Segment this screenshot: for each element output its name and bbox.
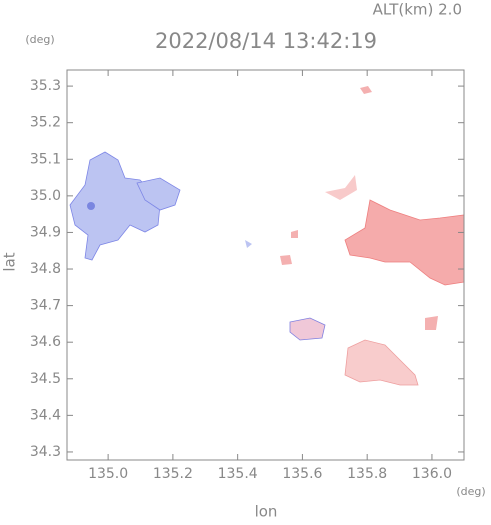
y-tick-label: 35.3 [30,78,61,94]
y-tick-label: 34.6 [30,334,61,350]
x-unit: (deg) [456,485,485,498]
x-tick-label: 135.6 [282,466,322,482]
echo-areas [69,86,465,386]
chart-title: 2022/08/14 13:42:19 [155,29,377,53]
blue-echo [136,177,181,211]
blue-echo [245,240,252,248]
red-echo [291,230,298,238]
x-tick-label: 135.0 [88,466,128,482]
y-tick-label: 35.2 [30,115,61,131]
x-tick-label: 135.8 [347,466,387,482]
x-tick-label: 136.0 [412,466,452,482]
y-axis-label: lat [1,252,19,271]
blue-echo [69,151,161,261]
red-echo [325,175,357,200]
x-axis-label: lon [255,503,278,521]
y-tick-label: 35.1 [30,151,61,167]
y-tick-label: 34.4 [30,407,61,423]
red-echo [360,86,372,94]
x-tick-label: 135.4 [218,466,258,482]
y-unit: (deg) [25,33,54,46]
y-tick-label: 34.5 [30,371,61,387]
red-echo [280,255,292,265]
x-tick-label: 135.2 [153,466,193,482]
y-tick-label: 34.9 [30,224,61,240]
blue-core [87,202,95,210]
subtitle: ALT(km) 2.0 [373,1,462,19]
y-tick-label: 35.0 [30,188,61,204]
y-tick-label: 34.7 [30,298,61,314]
y-tick-label: 34.8 [30,261,61,277]
y-tick-label: 34.3 [30,444,61,460]
plot-frame [66,69,465,461]
red-echo [344,199,465,286]
mixed-echo [289,317,326,341]
red-echo [425,316,438,330]
red-echo [344,339,419,386]
